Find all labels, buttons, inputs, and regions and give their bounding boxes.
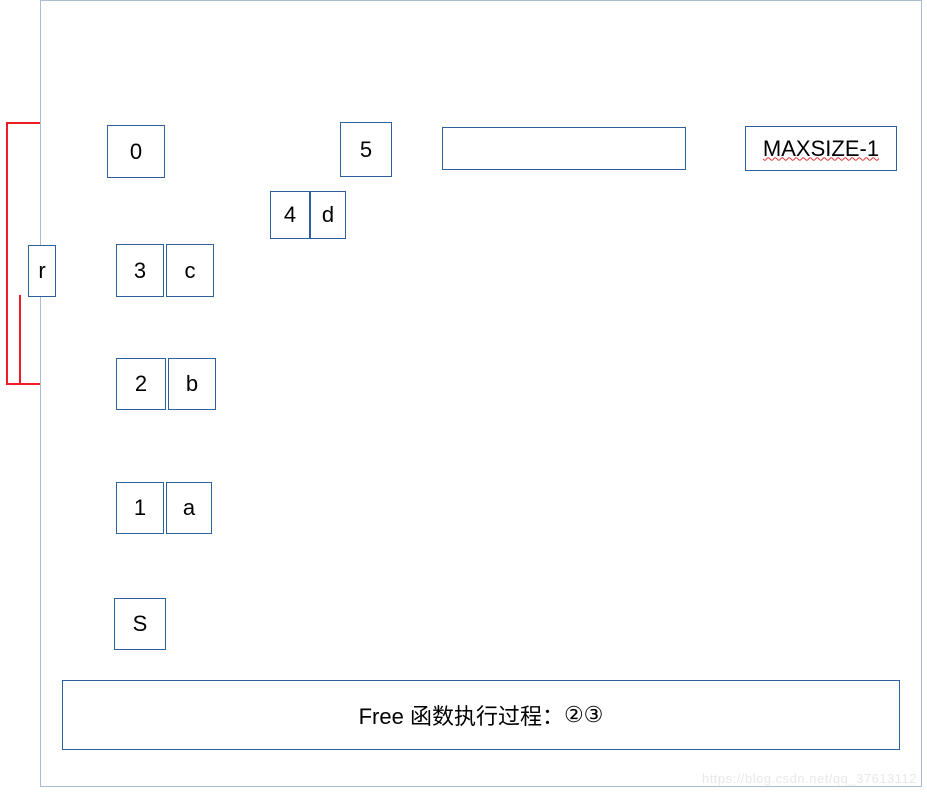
node-b: b <box>168 358 216 410</box>
node-c: c <box>166 244 214 297</box>
caption-suffix: ②③ <box>564 702 603 728</box>
node-1: 1 <box>116 482 164 534</box>
node-r: r <box>28 245 56 297</box>
node-5: 5 <box>340 122 392 177</box>
caption-box: Free 函数执行过程： ②③ <box>62 680 900 750</box>
node-blank <box>442 127 686 170</box>
watermark: https://blog.csdn.net/qq_37613112 <box>702 771 917 786</box>
caption-prefix: Free 函数执行过程： <box>359 699 564 731</box>
maxsize-label: MAXSIZE-1 <box>763 136 879 162</box>
node-S: S <box>114 598 166 650</box>
node-3: 3 <box>116 244 164 297</box>
node-a: a <box>166 482 212 534</box>
node-d: d <box>310 191 346 239</box>
node-2: 2 <box>116 358 166 410</box>
node-0: 0 <box>107 125 165 178</box>
node-4: 4 <box>270 191 310 239</box>
node-maxsize: MAXSIZE-1 <box>745 126 897 171</box>
